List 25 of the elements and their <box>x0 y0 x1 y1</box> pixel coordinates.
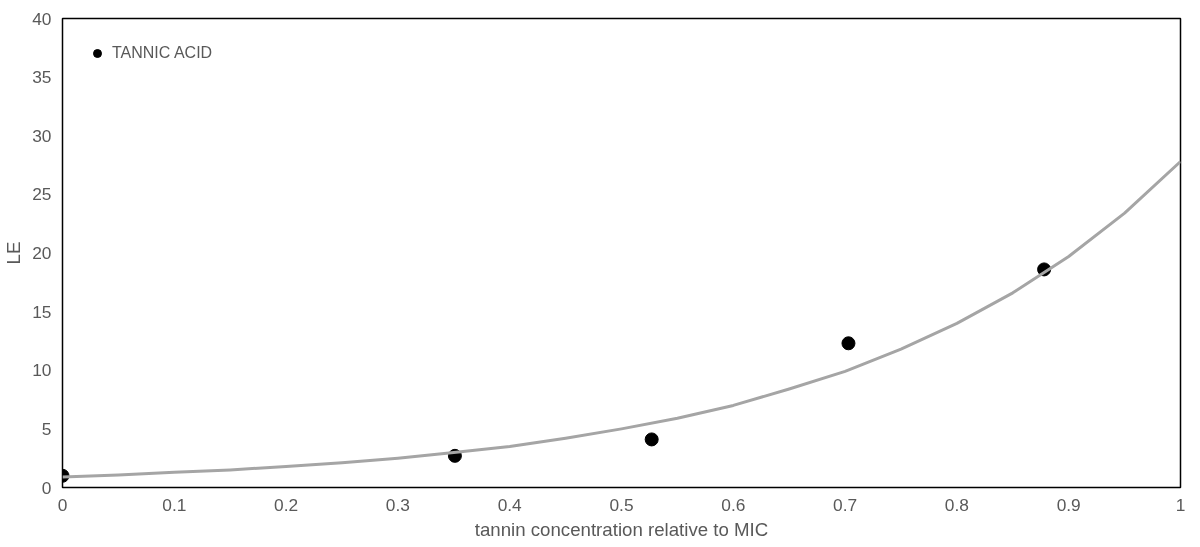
x-tick-label: 0 <box>57 494 68 515</box>
x-tick-label: 0.8 <box>944 494 969 515</box>
x-tick-label: 0.7 <box>833 494 858 515</box>
y-tick-label: 30 <box>32 125 52 146</box>
x-tick-label: 1 <box>1175 494 1186 515</box>
y-tick-label: 35 <box>32 67 52 88</box>
x-tick-label: 0.9 <box>1056 494 1081 515</box>
x-tick-label: 0.6 <box>721 494 746 515</box>
x-axis-title: tannin concentration relative to MIC <box>474 518 769 540</box>
point <box>841 336 856 351</box>
y-tick-label: 40 <box>32 8 52 29</box>
x-tick-label: 0.5 <box>609 494 634 515</box>
x-tick-label: 0.4 <box>497 494 523 515</box>
legend-label: TANNIC ACID <box>112 44 213 62</box>
y-tick-label: 20 <box>32 243 52 263</box>
point <box>644 432 659 447</box>
y-axis-title: LE <box>3 241 25 265</box>
y-tick-label: 25 <box>32 184 52 205</box>
x-tick-label: 0.3 <box>385 494 410 515</box>
y-tick-label: 0 <box>41 477 52 498</box>
y-tick-label: 10 <box>32 360 52 381</box>
x-tick-label: 0.1 <box>162 494 187 515</box>
x-tick-label: 0.2 <box>274 494 299 515</box>
y-tick-label: 5 <box>41 418 52 439</box>
y-tick-label: 15 <box>32 301 52 322</box>
